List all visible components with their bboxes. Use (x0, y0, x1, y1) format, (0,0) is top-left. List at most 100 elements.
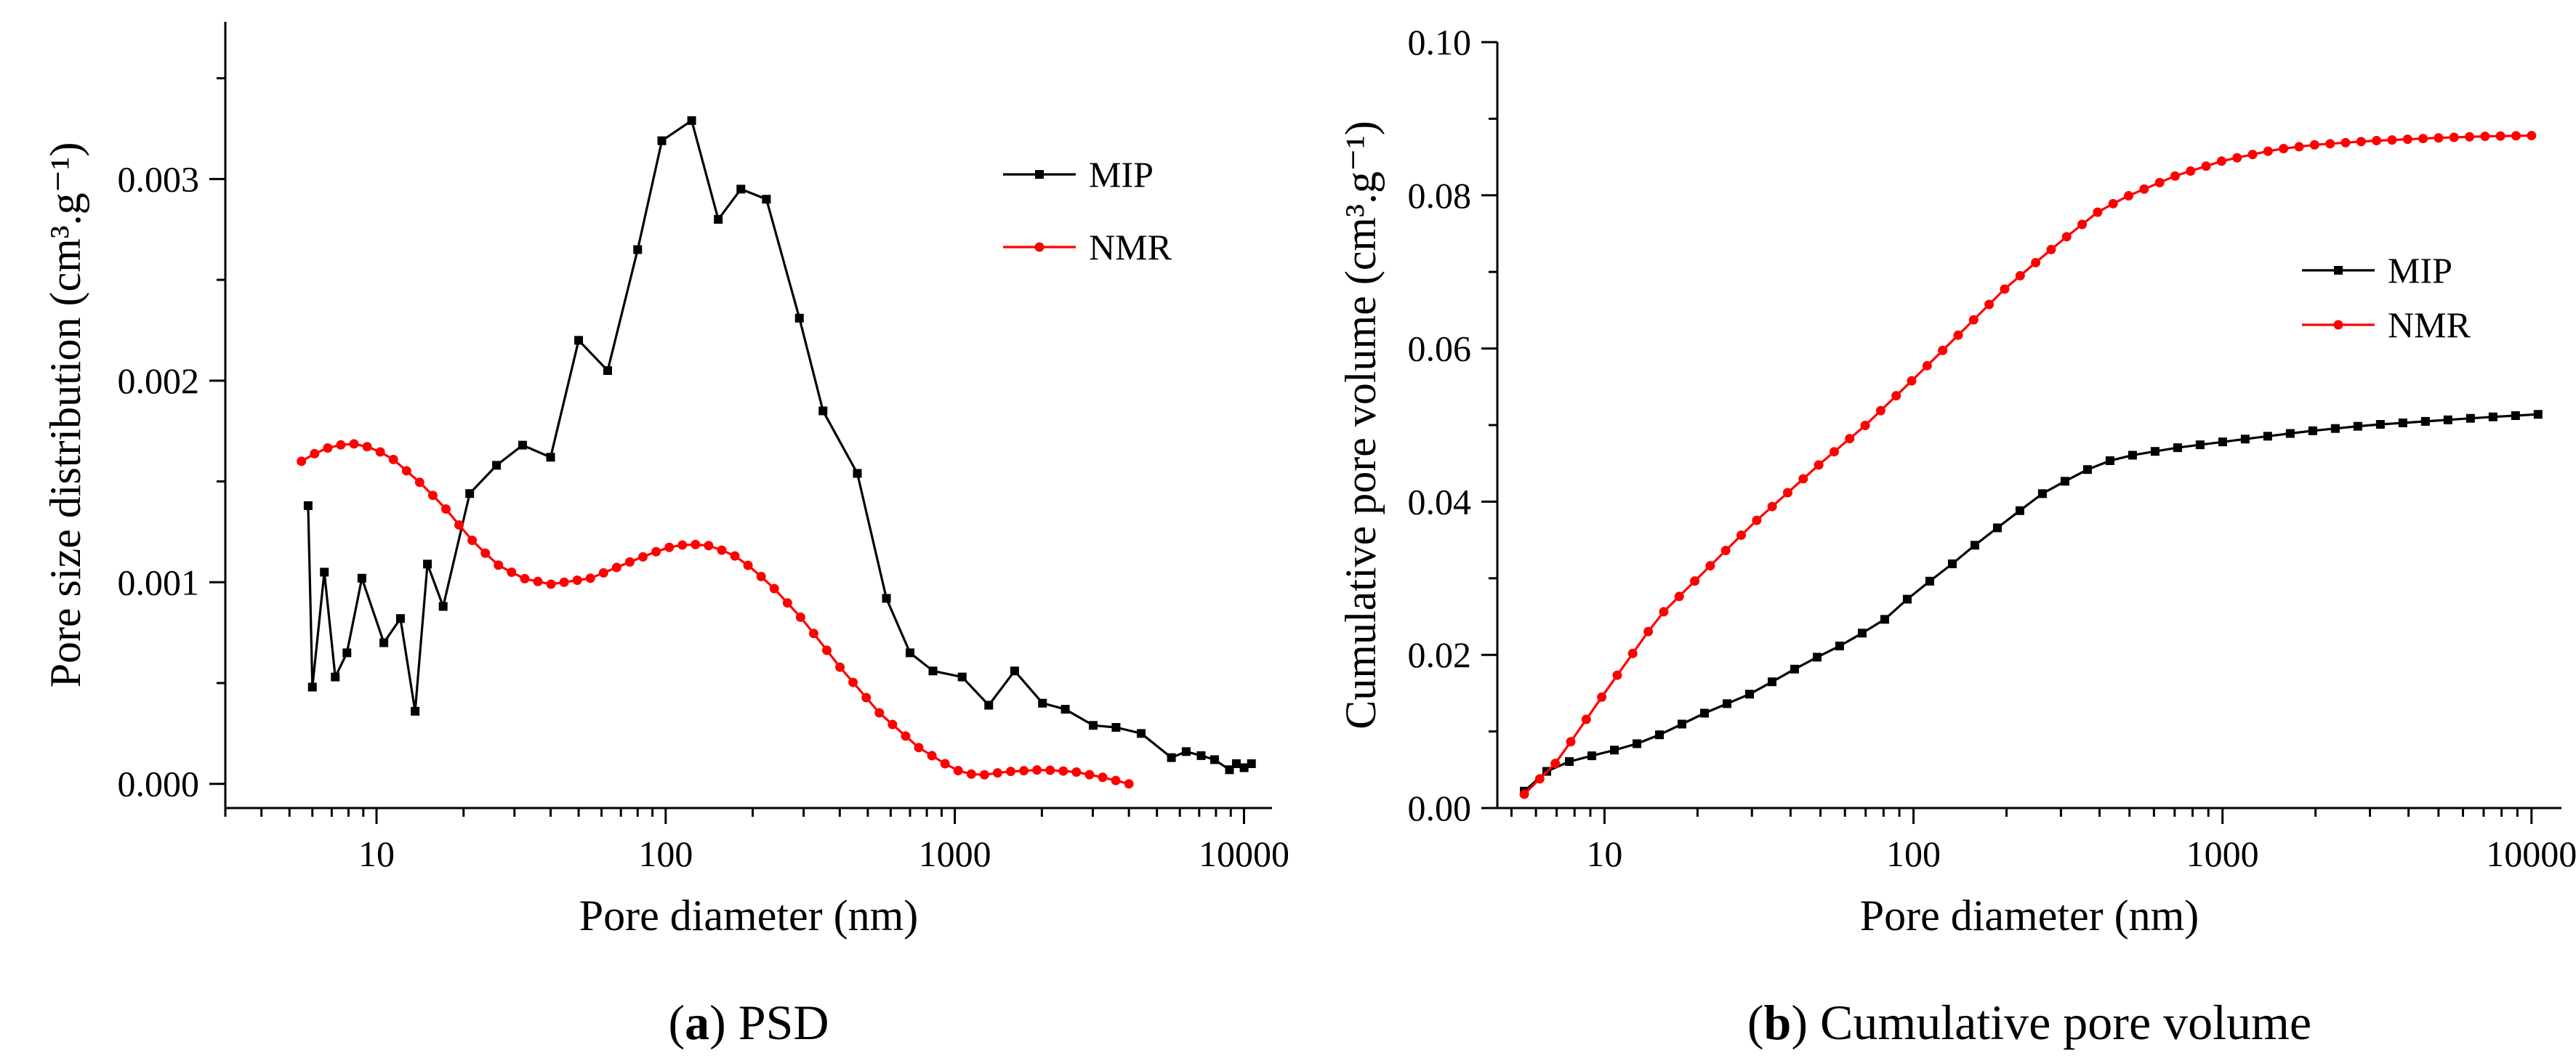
data-point-mip (928, 666, 938, 676)
data-point-mip (1767, 677, 1776, 687)
data-point-mip (303, 501, 313, 510)
data-point-nmr (1891, 391, 1901, 401)
data-point-nmr (2418, 134, 2428, 144)
series-line-nmr (300, 443, 1130, 786)
data-point-nmr (427, 490, 438, 501)
data-point-mip (1925, 576, 1934, 586)
legend-swatch-marker (2334, 266, 2343, 275)
data-point-nmr (2216, 156, 2226, 166)
data-point-nmr (2154, 177, 2165, 187)
data-point-nmr (979, 770, 989, 780)
data-point-nmr (808, 629, 818, 639)
data-point-nmr (2340, 137, 2351, 148)
data-point-mip (2105, 456, 2114, 466)
data-point-nmr (2527, 131, 2537, 141)
data-point-mip (1610, 746, 1619, 755)
legend-label: NMR (1089, 227, 1172, 267)
data-point-mip (2150, 447, 2160, 456)
data-point-nmr (2015, 270, 2025, 280)
data-point-mip (546, 453, 555, 462)
data-point-nmr (1124, 779, 1134, 789)
data-point-mip (882, 594, 891, 603)
data-point-mip (1902, 594, 1912, 604)
data-point-nmr (2434, 133, 2444, 143)
data-point-nmr (2402, 134, 2412, 145)
data-point-nmr (756, 571, 766, 581)
panel-caption: (a) PSD (668, 995, 829, 1050)
y-tick-label: 0.10 (1408, 22, 1472, 62)
y-tick-label: 0.002 (118, 360, 200, 401)
x-tick-label: 10 (358, 833, 395, 874)
data-point-nmr (901, 731, 911, 741)
data-point-nmr (1581, 714, 1591, 724)
x-axis-title: Pore diameter (nm) (1860, 892, 2199, 940)
data-point-mip (492, 461, 502, 470)
data-point-nmr (1875, 405, 1885, 416)
data-point-nmr (822, 645, 832, 655)
data-point-nmr (611, 562, 621, 573)
data-point-mip (2015, 506, 2024, 515)
caption-letter: b (1764, 995, 1792, 1050)
data-point-mip (1231, 759, 1241, 768)
data-point-nmr (1659, 607, 1669, 617)
x-tick-label: 1000 (2186, 833, 2259, 874)
data-point-mip (1835, 641, 1844, 650)
data-point-nmr (323, 443, 333, 453)
data-point-mip (2173, 443, 2182, 453)
data-point-nmr (467, 536, 478, 546)
data-point-mip (2420, 416, 2430, 426)
data-point-nmr (1643, 626, 1654, 637)
data-point-nmr (375, 447, 385, 457)
data-point-mip (633, 245, 643, 254)
data-point-nmr (388, 454, 398, 464)
data-point-mip (957, 672, 967, 682)
data-point-mip (984, 700, 994, 710)
data-point-nmr (533, 576, 543, 586)
data-point-nmr (2495, 131, 2505, 141)
legend-item-nmr: NMR (1003, 227, 1172, 267)
data-point-nmr (887, 719, 898, 730)
data-point-nmr (494, 560, 504, 570)
data-point-mip (1181, 747, 1191, 756)
data-point-nmr (861, 692, 872, 703)
data-point-nmr (1829, 447, 1839, 457)
data-point-nmr (1984, 299, 1995, 310)
caption-title: ) Cumulative pore volume (1791, 995, 2311, 1050)
data-point-mip (1880, 615, 1889, 624)
data-point-nmr (2465, 132, 2475, 142)
x-tick-label: 10000 (2486, 833, 2576, 874)
x-tick-label: 1000 (919, 833, 991, 874)
data-point-mip (2240, 435, 2250, 444)
data-point-nmr (1814, 460, 1824, 470)
data-point-nmr (507, 568, 517, 578)
data-point-nmr (2325, 139, 2335, 149)
x-tick-label: 10 (1586, 833, 1622, 874)
data-point-nmr (743, 560, 753, 570)
data-point-nmr (1674, 591, 1684, 602)
caption-letter: a (685, 995, 709, 1050)
data-point-nmr (1566, 737, 1576, 747)
y-tick-label: 0.02 (1408, 634, 1472, 675)
data-point-nmr (2387, 135, 2397, 145)
data-point-mip (1247, 759, 1256, 768)
panel-b-cumulative-chart: 10 100 1000 10000 0.00 0.02 0.04 0.06 0.08 0.10 MI… (1288, 0, 2576, 1058)
data-point-nmr (2108, 198, 2118, 209)
data-point-nmr (1720, 546, 1731, 556)
data-point-nmr (559, 577, 569, 587)
x-axis-title: Pore diameter (nm) (579, 892, 919, 940)
data-point-mip (687, 116, 696, 125)
data-point-mip (2195, 440, 2205, 450)
series-line-mip (1523, 413, 2538, 793)
data-point-nmr (546, 579, 556, 589)
data-point-nmr (1767, 501, 1777, 512)
data-point-mip (2082, 465, 2092, 475)
data-point-nmr (2000, 284, 2010, 294)
data-point-nmr (2061, 232, 2072, 242)
data-point-mip (603, 366, 612, 375)
data-point-mip (1565, 757, 1574, 767)
data-point-nmr (1736, 530, 1747, 541)
data-point-mip (1137, 729, 1146, 738)
data-point-nmr (598, 568, 608, 578)
data-point-nmr (2186, 166, 2196, 176)
x-tick-label: 100 (638, 833, 693, 874)
